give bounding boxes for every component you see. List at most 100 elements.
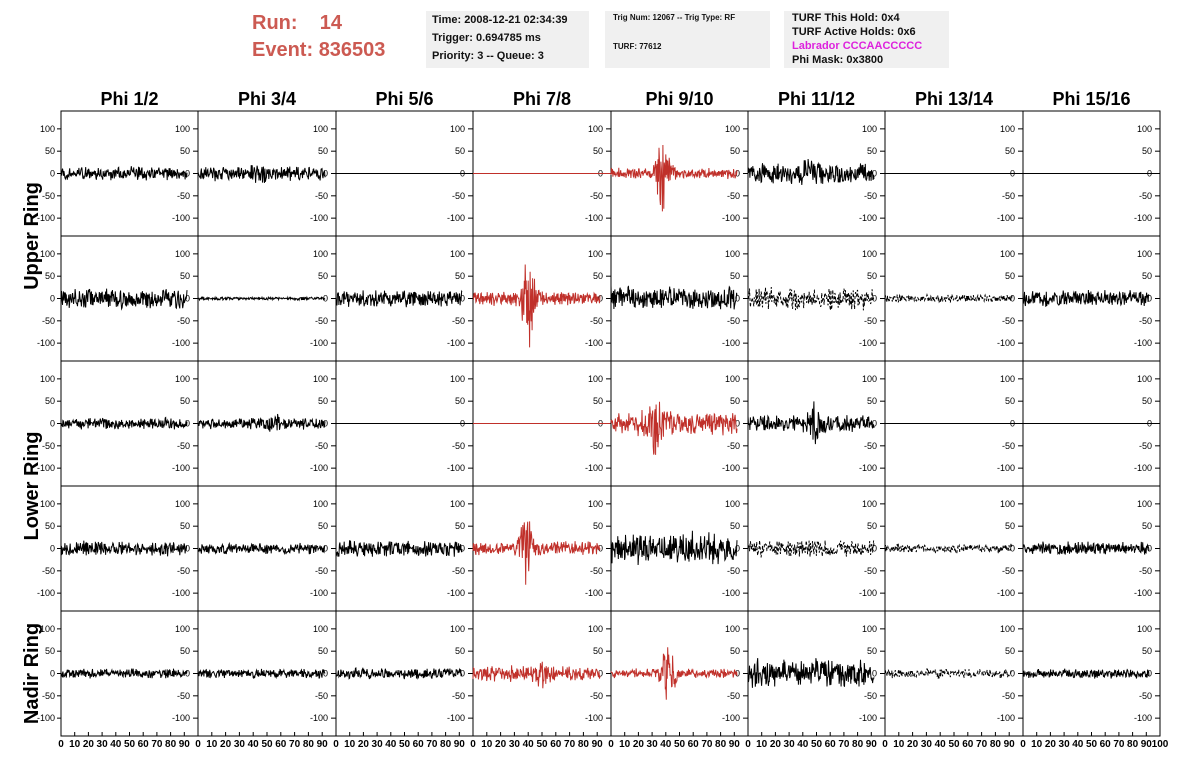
ytick-label: 100 [725, 624, 740, 634]
ytick-label: 50 [730, 146, 740, 156]
ytick-label-left: 0 [50, 294, 55, 304]
xtick-label: 20 [83, 739, 95, 750]
ytick-label: 50 [455, 396, 465, 406]
ytick-label: -100 [447, 463, 465, 473]
xtick-label: 90 [317, 739, 329, 750]
ytick-label-left: -100 [37, 338, 55, 348]
column-title-5: Phi 9/10 [645, 89, 713, 109]
ytick-label: 50 [1142, 396, 1152, 406]
ytick-label: 0 [735, 169, 740, 179]
xtick-label: 0 [745, 739, 751, 750]
ytick-label: -100 [585, 588, 603, 598]
ytick-label: -50 [590, 441, 603, 451]
ytick-label: 100 [588, 374, 603, 384]
panel-r4-c8: -100 -50 0 50 100 [1022, 485, 1161, 612]
ytick-label-left: 100 [40, 249, 55, 259]
ytick-label: -50 [727, 316, 740, 326]
ytick-label: 50 [318, 271, 328, 281]
trace-waveform [610, 401, 738, 455]
ytick-label-left: 50 [45, 521, 55, 531]
ytick-label-left: 100 [40, 124, 55, 134]
ytick-label: -100 [310, 338, 328, 348]
ytick-label: 100 [313, 124, 328, 134]
ytick-label: 50 [730, 396, 740, 406]
ytick-label: 50 [1142, 146, 1152, 156]
ytick-label: -50 [864, 441, 877, 451]
ytick-label: 0 [872, 169, 877, 179]
xtick-label: 30 [784, 739, 796, 750]
ytick-label: -50 [1002, 441, 1015, 451]
ytick-label: 0 [872, 669, 877, 679]
ytick-label: -100 [1134, 213, 1152, 223]
ytick-label: 0 [323, 294, 328, 304]
ytick-label: 50 [867, 646, 877, 656]
ytick-label: -100 [585, 213, 603, 223]
ytick-label-left: 100 [40, 374, 55, 384]
trigger-text: Trigger: 0.694785 ms [432, 32, 541, 44]
ytick-label: 100 [1000, 124, 1015, 134]
ytick-label: -100 [722, 463, 740, 473]
ytick-label-left: -50 [42, 691, 55, 701]
trace-waveform [1022, 541, 1150, 555]
trace-waveform [472, 521, 601, 585]
trace-waveform [1022, 668, 1150, 679]
ytick-label: 100 [725, 249, 740, 259]
ytick-label: -100 [1134, 338, 1152, 348]
ytick-label: -50 [864, 566, 877, 576]
xtick-label: 30 [234, 739, 246, 750]
ytick-label: 100 [450, 499, 465, 509]
ytick-label: 0 [1010, 294, 1015, 304]
trace-waveform [197, 165, 326, 184]
ytick-label: 0 [460, 294, 465, 304]
ytick-label: -50 [177, 691, 190, 701]
ytick-label: 50 [1005, 146, 1015, 156]
xtick-label: 90 [592, 739, 604, 750]
ytick-label: -100 [859, 588, 877, 598]
ytick-label: 50 [180, 271, 190, 281]
ytick-label: -50 [452, 316, 465, 326]
panel-r3-c2: -100 -50 0 50 100 [197, 360, 337, 487]
column-title-8: Phi 15/16 [1052, 89, 1130, 109]
ytick-label: 100 [1137, 249, 1152, 259]
turf-text: TURF: 77612 [613, 42, 662, 51]
ytick-label: -100 [447, 713, 465, 723]
ytick-label: -50 [727, 441, 740, 451]
xtick-label: 20 [770, 739, 782, 750]
xtick-label: 80 [1127, 739, 1139, 750]
ytick-label: -50 [452, 191, 465, 201]
xtick-label: 0 [1020, 739, 1026, 750]
panel-r4-c7: -100 -50 0 50 100 [884, 485, 1024, 612]
ytick-label: 100 [862, 624, 877, 634]
xtick-label: 90 [179, 739, 191, 750]
phi-mask-text: Phi Mask: 0x3800 [792, 54, 884, 66]
ytick-label: 50 [455, 146, 465, 156]
ytick-label: 0 [1147, 544, 1152, 554]
trace-waveform [884, 542, 1013, 556]
xtick-label: 70 [151, 739, 163, 750]
ytick-label-left: -100 [37, 213, 55, 223]
ytick-label: -50 [1002, 566, 1015, 576]
ytick-label: 50 [180, 521, 190, 531]
panel-r2-c1: -100 -100 -50 -50 0 0 50 50 100 100 [37, 235, 199, 362]
ytick-label: 100 [1137, 124, 1152, 134]
ytick-label: 0 [323, 544, 328, 554]
event-row: Event: 836503 [252, 37, 385, 64]
ytick-label: 100 [313, 374, 328, 384]
ytick-label: 100 [1000, 624, 1015, 634]
ytick-label: -50 [177, 191, 190, 201]
ytick-label: 0 [185, 294, 190, 304]
xtick-label: 70 [289, 739, 301, 750]
ytick-label: 100 [725, 124, 740, 134]
xtick-label: 90 [866, 739, 878, 750]
xtick-label: 90 [1141, 739, 1153, 750]
ytick-label: -50 [1002, 691, 1015, 701]
ytick-label: 0 [872, 419, 877, 429]
trace-waveform [60, 416, 188, 430]
panel-r1-c5: -100 -50 0 50 100 [610, 110, 749, 237]
xtick-label: 40 [523, 739, 535, 750]
ytick-label: -100 [585, 713, 603, 723]
ytick-label: 0 [1010, 669, 1015, 679]
